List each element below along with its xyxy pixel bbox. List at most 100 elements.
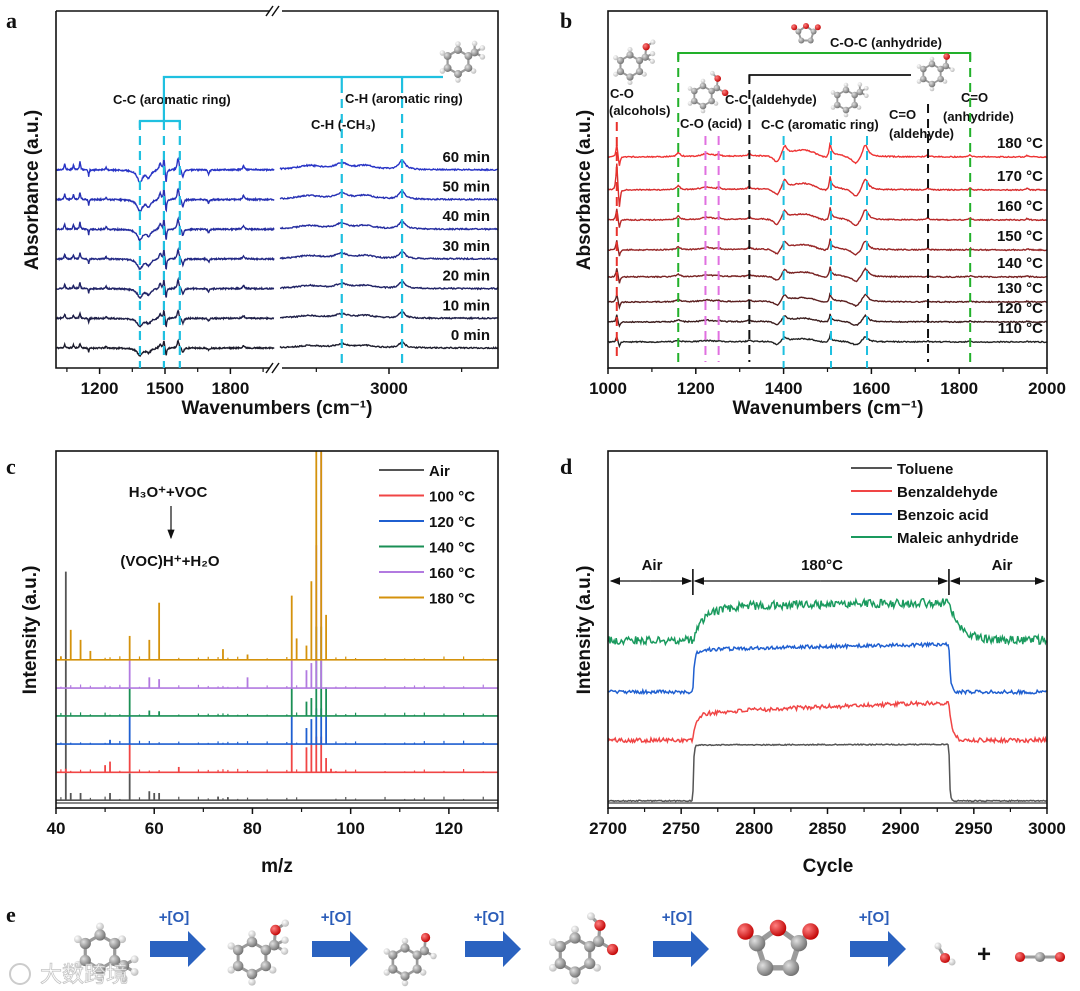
atom-oxygen xyxy=(803,23,809,29)
atom-hydrogen xyxy=(571,976,579,985)
atom-carbon xyxy=(117,959,130,972)
legend-label-180-c: 180 °C xyxy=(429,591,475,608)
atom-hydrogen xyxy=(700,108,706,114)
x-tick-label: 1600 xyxy=(852,379,890,398)
atom-carbon xyxy=(246,936,258,948)
panel-c-frame xyxy=(55,450,499,809)
x-tick-label: 120 xyxy=(435,819,463,838)
spectrum-170-c xyxy=(608,163,1047,207)
series-label-180-c: 180 °C xyxy=(997,135,1043,152)
atom-hydrogen xyxy=(383,969,391,976)
region-label-heating: 180°C xyxy=(801,557,843,574)
panel-d-x-axis-title: Cycle xyxy=(803,856,854,877)
oxidation-step-label: +[O] xyxy=(474,909,504,926)
series-label-30-min: 30 min xyxy=(442,238,490,255)
annotation-cc-aldehyde: C-C (aldehyde) xyxy=(725,92,817,107)
x-tick-label: 2850 xyxy=(809,819,847,838)
annotation-co: C-O xyxy=(610,86,634,101)
legend-label-140-c: 140 °C xyxy=(429,540,475,557)
panel-a-x-axis-title: Wavenumbers (cm⁻¹) xyxy=(182,398,373,419)
annotation-cc-aromatic-ring: C-C (aromatic ring) xyxy=(761,117,879,132)
x-tick-label: 1800 xyxy=(940,379,978,398)
x-tick-label: 1000 xyxy=(589,379,627,398)
legend-label-maleic-anhydride: Maleic anhydride xyxy=(897,530,1019,547)
assignment-bracket xyxy=(138,75,443,128)
atom-carbon xyxy=(756,959,774,977)
panel-d-x-ticks: 2700 2750 2800 2850 2900 2950 3000 xyxy=(589,808,1066,838)
annotation-co-acid: C-O (acid) xyxy=(680,116,742,131)
atom-carbon xyxy=(842,106,850,114)
spectrum-140-c xyxy=(608,266,1047,284)
atom-carbon xyxy=(851,91,858,99)
atom-hydrogen xyxy=(916,64,922,69)
atom-oxygen xyxy=(420,932,431,943)
atom-carbon xyxy=(470,48,479,57)
panel-e-oxidation-pathway: +[O] +[O] +[O] +[O] +[O] + xyxy=(74,909,1066,987)
benzoic-acid-molecule xyxy=(549,912,619,985)
panel-d-frame xyxy=(607,450,1048,809)
atom-hydrogen xyxy=(455,77,461,83)
atom-carbon xyxy=(691,97,698,105)
pathway-arrows: +[O] +[O] +[O] +[O] +[O] xyxy=(150,909,906,967)
atom-hydrogen xyxy=(593,963,601,972)
atom-hydrogen xyxy=(455,41,461,47)
spectrum-50-min-segment-2 xyxy=(279,188,498,202)
series-label-0-min: 0 min xyxy=(451,327,490,344)
atom-hydrogen xyxy=(280,947,289,955)
atom-carbon xyxy=(635,56,644,65)
atom-hydrogen xyxy=(856,105,862,110)
atom-carbon xyxy=(942,62,950,70)
atom-hydrogen xyxy=(96,922,104,931)
x-tick-label: 1200 xyxy=(677,379,715,398)
atom-hydrogen xyxy=(419,969,427,976)
atom-hydrogen xyxy=(650,51,656,57)
legend-label-120-c: 120 °C xyxy=(429,514,475,531)
atom-hydrogen xyxy=(934,942,942,950)
carbon-dioxide-molecule xyxy=(1014,951,1066,963)
annotation-ch-aromatic-ring: C-H (aromatic ring) xyxy=(345,91,463,106)
spectrum-60-min-segment-2 xyxy=(279,159,498,172)
atom-carbon xyxy=(454,70,462,78)
atom-hydrogen xyxy=(248,930,256,938)
oxidation-step-label: +[O] xyxy=(321,909,351,926)
atom-carbon xyxy=(109,937,121,950)
atom-oxygen xyxy=(606,943,619,956)
atom-carbon xyxy=(713,84,721,92)
series-label-120-c: 120 °C xyxy=(997,300,1043,317)
atom-carbon xyxy=(232,944,244,956)
atom-oxygen xyxy=(721,89,729,97)
panel-b-y-axis-title: Absorbance (a.u.) xyxy=(574,110,595,270)
panel-a-ftir-time: 1200 1500 1800 3000 Wavenumbers (cm⁻¹) Abso… xyxy=(22,5,499,419)
atom-oxygen xyxy=(737,923,754,940)
atom-oxygen xyxy=(642,43,650,51)
atom-carbon xyxy=(834,101,841,109)
atom-hydrogen xyxy=(549,938,557,947)
atom-carbon xyxy=(699,82,707,90)
legend-label-air: Air xyxy=(429,463,450,480)
legend-label-100-c: 100 °C xyxy=(429,489,475,506)
atom-carbon xyxy=(691,87,698,95)
panel-label-a: a xyxy=(6,8,17,33)
panel-label-e: e xyxy=(6,902,16,927)
atom-carbon xyxy=(790,934,808,952)
panel-d-plot-area xyxy=(608,597,1047,803)
panel-a-frame xyxy=(55,10,499,369)
panel-d-legend: Toluene Benzaldehyde Benzoic acid Maleic an… xyxy=(851,461,1019,547)
atom-hydrogen xyxy=(864,85,869,91)
atom-hydrogen xyxy=(641,71,647,77)
panel-label-b: b xyxy=(560,8,572,33)
x-tick-label: 2900 xyxy=(882,819,920,838)
series-label-130-c: 130 °C xyxy=(997,280,1043,297)
atom-hydrogen xyxy=(687,101,693,106)
atom-hydrogen xyxy=(857,82,863,87)
atom-carbon xyxy=(412,950,422,960)
x-tick-label: 1800 xyxy=(211,379,249,398)
atom-hydrogen xyxy=(470,68,477,74)
oxidation-step-label: +[O] xyxy=(859,909,889,926)
legend-label-toluene: Toluene xyxy=(897,461,953,478)
atom-carbon xyxy=(388,950,398,960)
atom-carbon xyxy=(109,954,121,967)
atom-carbon xyxy=(795,28,802,35)
time-series-toluene xyxy=(608,743,1047,803)
annotation-aldehyde: (aldehyde) xyxy=(889,126,954,141)
